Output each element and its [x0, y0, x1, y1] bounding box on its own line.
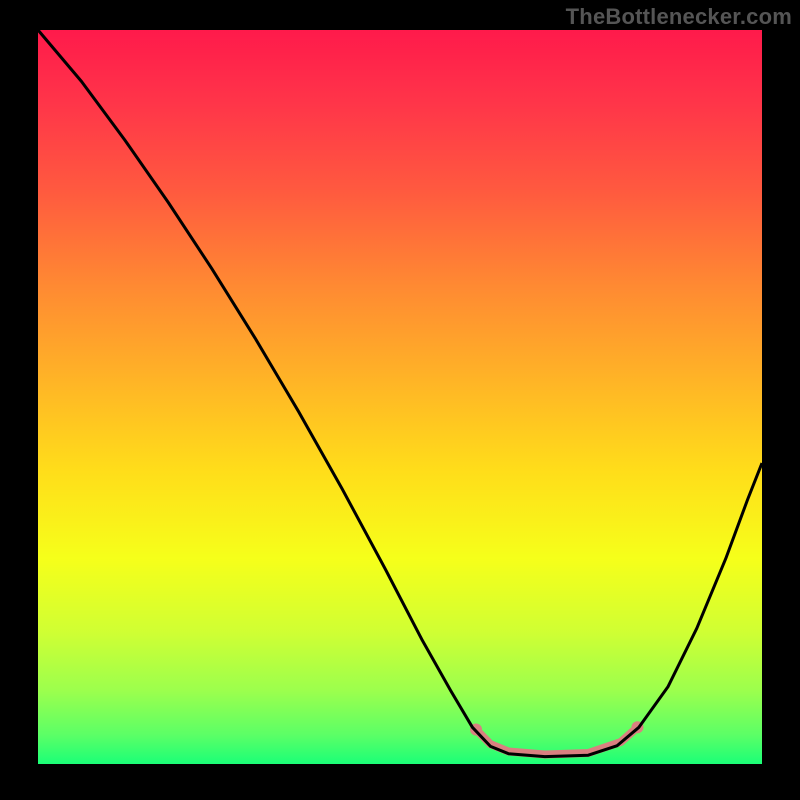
bottleneck-chart	[0, 0, 800, 800]
watermark-text: TheBottlenecker.com	[566, 4, 792, 30]
gradient-background	[38, 30, 762, 764]
